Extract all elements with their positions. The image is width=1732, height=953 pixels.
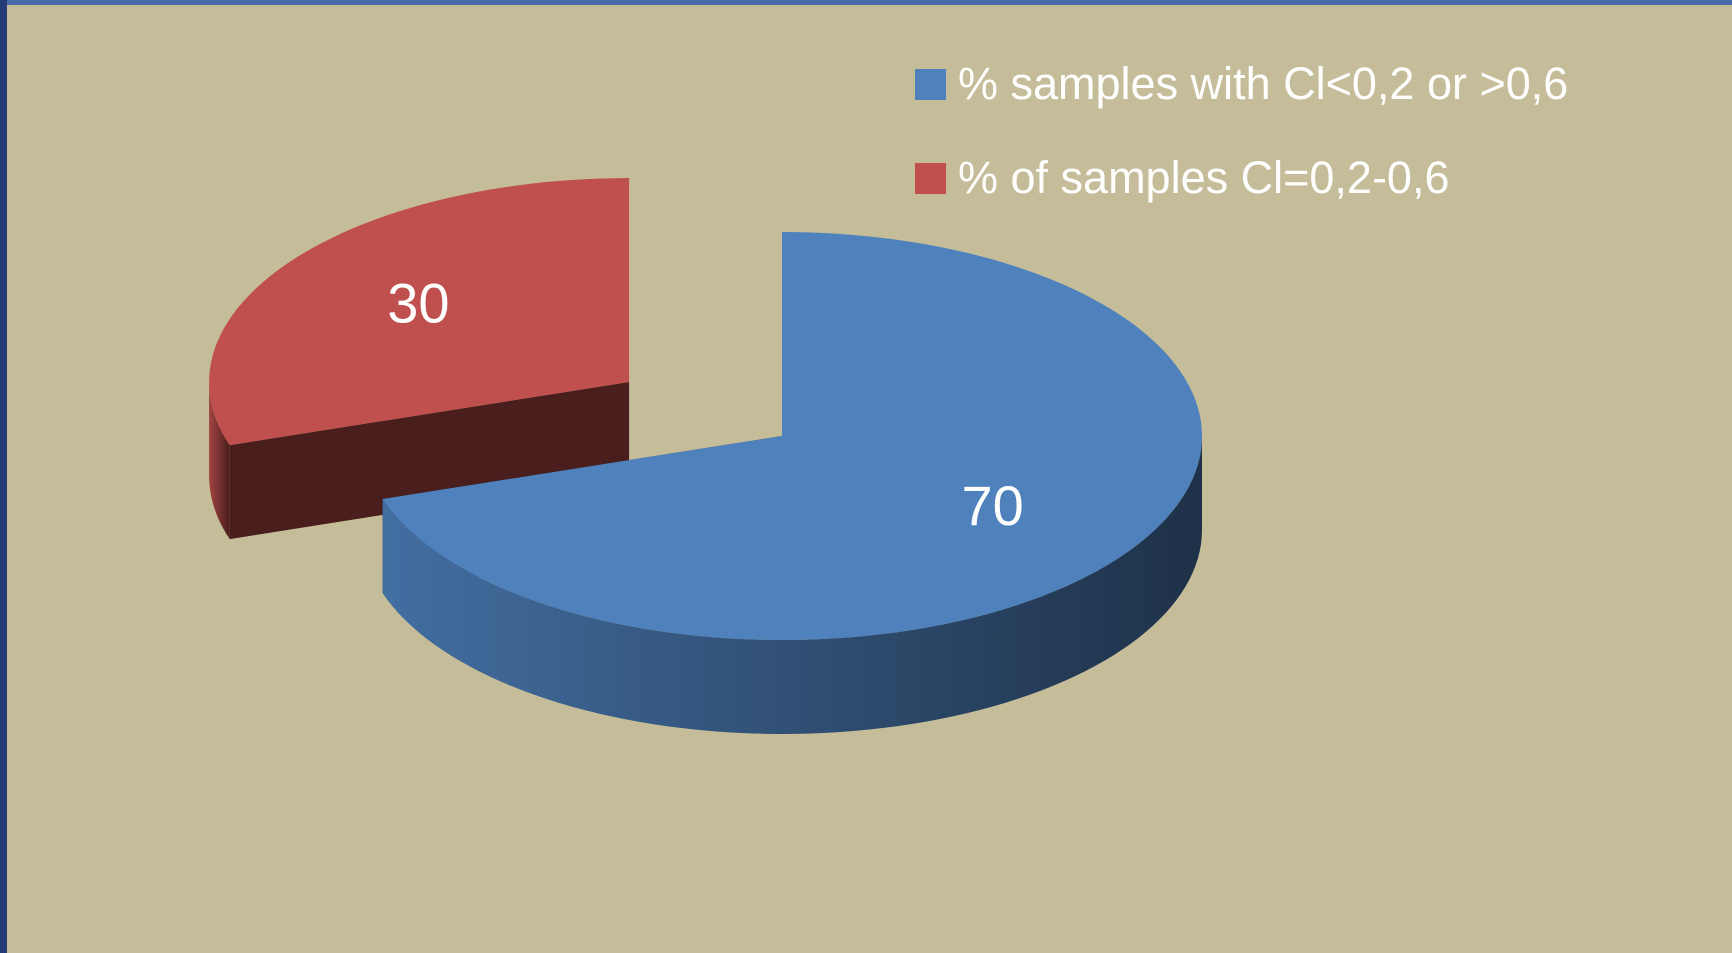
slice-top	[382, 232, 1203, 640]
slice-top	[209, 178, 630, 446]
data-label: 30	[387, 271, 449, 334]
legend: % samples with Cl<0,2 or >0,6 % of sample…	[915, 58, 1568, 203]
legend-swatch	[915, 69, 946, 100]
left-border	[0, 0, 7, 953]
pie-slice	[382, 232, 1203, 734]
legend-label: % of samples Cl=0,2-0,6	[958, 152, 1449, 203]
slice-side	[209, 382, 230, 540]
plot-area: 30 70	[209, 178, 1203, 734]
pie-slice	[209, 178, 630, 540]
top-border	[0, 0, 1732, 5]
legend-swatch	[915, 163, 946, 194]
slice-wall	[229, 382, 630, 540]
legend-label: % samples with Cl<0,2 or >0,6	[958, 58, 1568, 109]
data-label: 70	[962, 474, 1024, 537]
slice-side	[382, 436, 1203, 734]
